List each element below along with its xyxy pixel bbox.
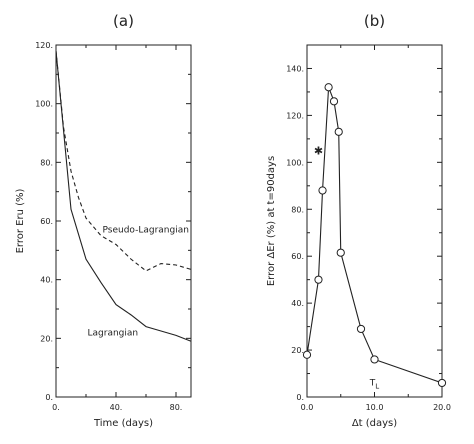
data-point [318,186,327,195]
y-tick-label: 60. [291,252,304,261]
y-tick-label: 120. [35,41,53,50]
y-tick-label: 60. [40,217,53,226]
panel-label: (b) [364,12,385,30]
annotation: Pseudo-Lagrangian [103,226,189,236]
panel-a: (a) 0. 20. 40. 60. 80. 100. 120. 0. 40. 80. Time (d… [15,12,192,429]
y-tick-label: 0. [45,393,53,402]
x-tick-label: 0. [52,403,60,412]
y-tick-label: 40. [291,299,304,308]
y-tick-label: 0. [296,393,304,402]
panel-b: (b) 0. 20. 40. 60. 80. 100. 120. 140. 0.0 10.0 20.0… [266,12,451,429]
data-point [334,127,343,136]
data-point [329,97,339,106]
y-tick-label: 80. [40,158,53,167]
x-axis-label: Δt (days) [352,418,397,429]
y-tick-label: 100. [286,158,304,167]
series-line-dt-error [306,87,443,384]
annotation-subscript: L [375,382,379,390]
data-point [356,324,366,334]
x-tick-label: 20.0 [433,403,451,412]
annotation: TL [369,378,380,390]
annotation: Lagrangian [88,328,139,338]
star-marker: ✱ [314,145,323,158]
y-axis-label: Error Eru (%) [15,189,26,254]
y-tick-label: 40. [40,276,53,285]
data-point [302,350,312,359]
y-tick-label: 140. [286,64,304,73]
x-axis-label: Time (days) [93,418,153,429]
plot-frame [55,44,192,398]
y-tick-label: 20. [291,346,304,355]
y-tick-label: 20. [40,334,53,343]
panel-label: (a) [113,12,134,30]
y-tick-label: 80. [291,205,304,214]
y-tick-label: 120. [286,111,304,120]
data-point [324,83,333,92]
x-tick-label: 40. [110,403,123,412]
series-line-pseudo-lagrangian [55,50,192,272]
data-point [437,378,447,388]
data-point [314,275,323,284]
plot-frame [306,44,443,398]
series-line-lagrangian [55,50,192,342]
x-tick-label: 0.0 [301,403,314,412]
x-tick-label: 10.0 [366,403,384,412]
data-point [370,355,379,364]
data-point [336,248,345,257]
y-axis-label: Error ΔEr (%) at t=90days [266,156,277,286]
y-tick-label: 100. [35,100,53,109]
x-tick-label: 80. [170,403,183,412]
